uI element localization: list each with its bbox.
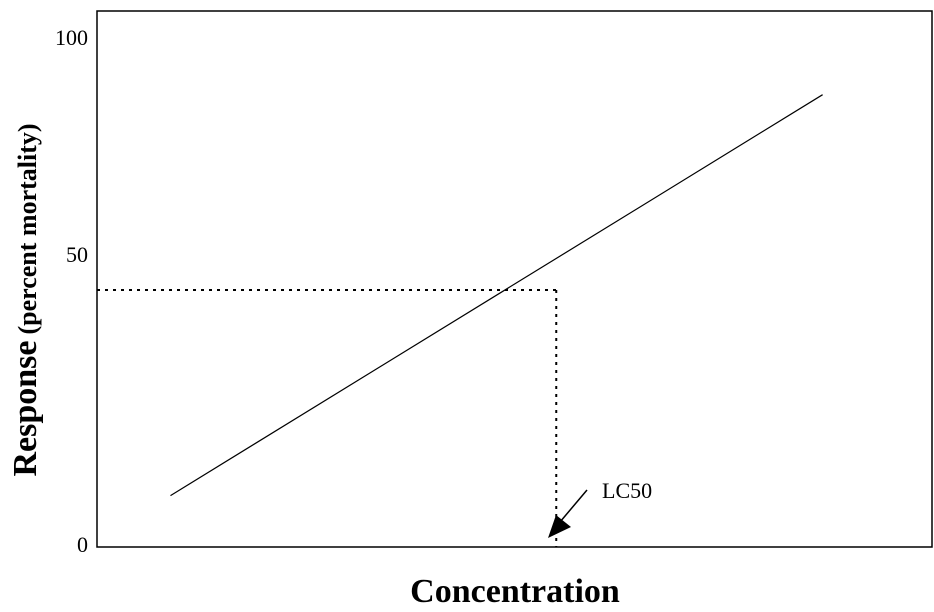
response-line (170, 94, 823, 497)
lc50-annotation-label: LC50 (602, 478, 652, 503)
y-tick-label-0: 0 (77, 532, 88, 557)
x-axis-label: Concentration (410, 573, 620, 610)
y-axis-label: Response (percent mortality) (7, 123, 44, 476)
y-axis-label-sub: (percent mortality) (13, 123, 42, 334)
lc50-arrow-icon (548, 489, 588, 538)
y-axis-label-main: Response (7, 341, 44, 477)
y-tick-label-100: 100 (55, 25, 88, 50)
plot-area-frame (96, 10, 933, 548)
y-tick-label-50: 50 (66, 242, 88, 267)
